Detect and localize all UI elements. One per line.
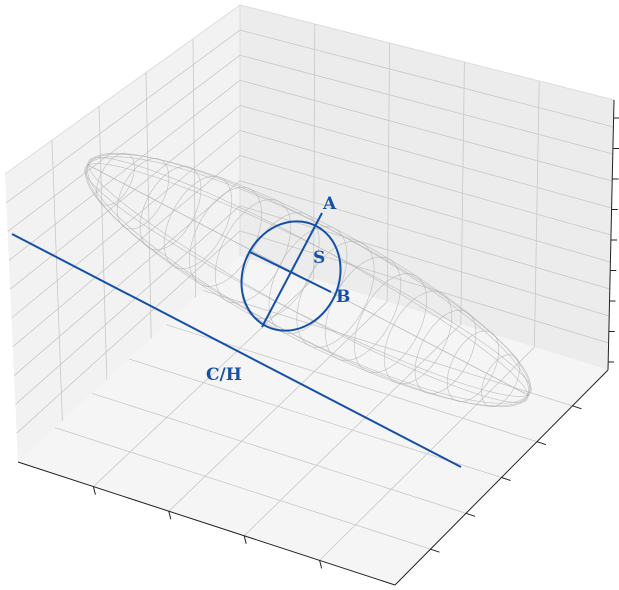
left-pane-hgrid [16,230,241,434]
left-pane-hgrid [7,54,241,232]
annotations [11,212,462,468]
axis-tick [92,486,96,495]
ellipsoid-meridian [86,163,529,396]
right-pane-hgrid [239,180,610,290]
ellipsoid-meridian [87,157,529,396]
axis-tick [465,512,476,517]
axis-ticks [92,117,619,569]
right-pane-hgrid [239,155,611,263]
right-pane-hgrid [239,79,613,182]
z-axis-line [607,99,615,371]
left-pane-hgrid [9,105,241,290]
left-pane-hgrid [11,130,241,319]
right-pane-hgrid [239,29,614,128]
grid-lines [6,23,614,561]
left-pane-hgrid [15,205,241,405]
right-pane-hgrid [239,205,610,317]
axis-b-line [249,251,332,293]
x-axis-line [17,461,396,586]
ellipsoid-meridian [84,164,529,404]
left-pane-hgrid [8,79,241,261]
label-a: A [322,194,337,214]
ellipsoid-wireframe [84,152,532,408]
right-pane-hgrid [239,54,613,155]
label-b: B [336,287,350,307]
label-s: S [313,248,325,268]
left-pane-hgrid [12,155,241,348]
left-pane-hgrid [13,180,241,376]
label-ch: C/H [206,365,242,385]
axis-panes [4,4,615,585]
axis-a-line [261,212,323,328]
ellipsoid-meridian [87,163,532,396]
axis-tick [243,535,247,544]
right-pane-hgrid [239,130,612,236]
floor-grid-b [91,392,467,514]
axis-tick [501,477,511,481]
right-pane-hgrid [239,105,612,209]
floor-grid-b [165,324,538,443]
right-pane [240,5,614,370]
ellipsoid-meridian [87,156,532,396]
axis-tick [319,560,323,569]
ellipsoid-meridian [84,164,529,397]
left-pane [5,5,240,462]
floor-grid-b [54,427,431,550]
left-pane-hgrid [6,29,241,204]
axis-tick [536,441,547,446]
ch-line [11,233,462,468]
ellipsoid-meridian [87,164,529,403]
axis-tick [168,511,172,520]
floor-pane [18,256,608,585]
floor-grid-b [128,358,502,478]
floor-grid-b [202,289,573,407]
axis-tick [572,405,582,410]
axis-tick [430,548,440,553]
